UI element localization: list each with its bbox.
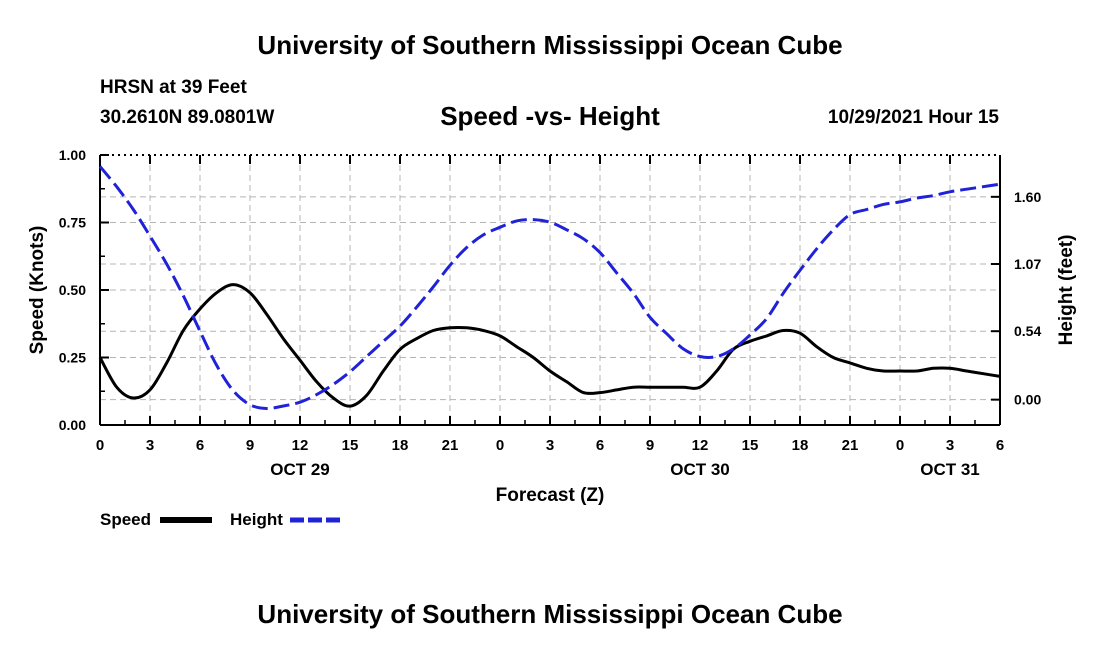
- y-left-axis-title: Speed (Knots): [27, 226, 48, 355]
- y-left-tick-label: 0.25: [59, 350, 86, 366]
- forecast-datetime: 10/29/2021 Hour 15: [827, 107, 999, 128]
- station-coordinates: 30.2610N 89.0801W: [100, 107, 275, 128]
- x-tick-label: 3: [546, 437, 554, 454]
- station-name: HRSN at 39 Feet: [100, 77, 247, 98]
- y-left-tick-label: 0.75: [59, 215, 86, 231]
- x-tick-label: 3: [946, 437, 954, 454]
- legend-speed-swatch: [160, 517, 212, 523]
- x-tick-label: 15: [342, 437, 359, 454]
- y-left-tick-label: 0.50: [59, 282, 86, 298]
- x-tick-label: 6: [996, 437, 1004, 454]
- x-tick-label: 0: [496, 437, 504, 454]
- y-left-tick-label: 0.00: [59, 417, 86, 433]
- legend-height-label: Height: [230, 510, 283, 529]
- plot-title: Speed -vs- Height: [440, 101, 660, 131]
- date-label: OCT 30: [670, 460, 730, 479]
- x-tick-label: 6: [596, 437, 604, 454]
- y-right-tick-label: 1.07: [1014, 256, 1041, 272]
- x-tick-label: 12: [292, 437, 309, 454]
- date-label: OCT 29: [270, 460, 330, 479]
- y-right-tick-label: 0.00: [1014, 392, 1041, 408]
- x-tick-label: 0: [96, 437, 104, 454]
- page-title: University of Southern Mississippi Ocean…: [257, 30, 843, 60]
- x-tick-label: 0: [896, 437, 904, 454]
- footer-title: University of Southern Mississippi Ocean…: [257, 599, 843, 629]
- legend-height-swatch: [290, 517, 344, 523]
- y-left-tick-label: 1.00: [59, 147, 86, 163]
- x-tick-label: 15: [742, 437, 759, 454]
- x-tick-label: 3: [146, 437, 154, 454]
- y-right-tick-label: 0.54: [1014, 323, 1041, 339]
- x-axis-title: Forecast (Z): [496, 485, 605, 506]
- x-tick-label: 18: [392, 437, 409, 454]
- y-right-axis-title: Height (feet): [1056, 235, 1077, 346]
- x-tick-label: 12: [692, 437, 709, 454]
- x-tick-label: 9: [646, 437, 654, 454]
- x-tick-label: 21: [842, 437, 859, 454]
- y-right-tick-label: 1.60: [1014, 189, 1041, 205]
- x-tick-label: 9: [246, 437, 254, 454]
- legend-speed-label: Speed: [100, 510, 152, 529]
- x-tick-label: 6: [196, 437, 204, 454]
- x-tick-label: 18: [792, 437, 809, 454]
- speed-series-line: [98, 283, 1001, 408]
- x-tick-label: 21: [442, 437, 459, 454]
- date-label: OCT 31: [920, 460, 980, 479]
